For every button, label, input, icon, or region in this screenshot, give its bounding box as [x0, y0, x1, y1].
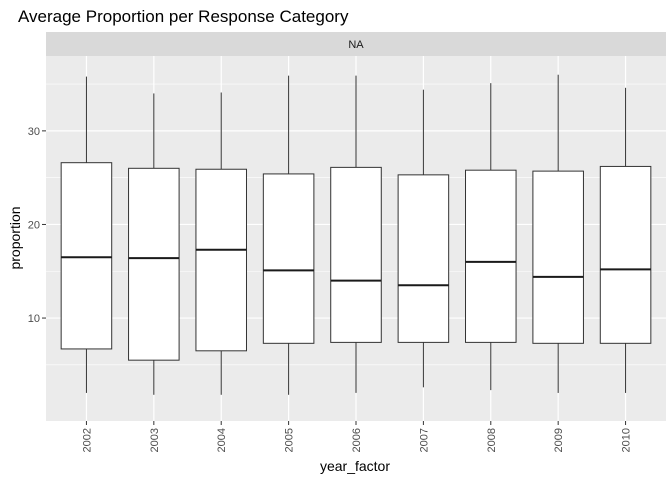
box-2007	[397, 89, 450, 388]
x-tick-label: 2010	[621, 428, 633, 452]
box-2004	[195, 92, 247, 395]
box-body	[330, 166, 382, 343]
box-2009	[532, 74, 584, 393]
box-body	[128, 167, 180, 361]
box-2010	[599, 87, 652, 393]
box-2002	[60, 76, 113, 393]
x-tick-label: 2006	[351, 428, 363, 452]
boxes	[60, 74, 652, 395]
y-tick-label: 10	[28, 313, 40, 325]
box-body	[195, 168, 247, 352]
box-body	[465, 169, 517, 343]
box-2005	[262, 75, 315, 395]
x-axis: 2002 2003 2004 2005 2006 2007 2008 2009 2010	[81, 421, 633, 452]
box-2003	[128, 93, 180, 395]
x-tick-label: 2008	[486, 428, 498, 452]
x-tick-label: 2002	[81, 428, 93, 452]
box-body	[532, 170, 584, 344]
box-body	[599, 165, 652, 344]
y-axis: 10 20 30	[28, 126, 46, 325]
facet-strip	[46, 32, 666, 56]
box-body	[60, 162, 113, 350]
box-2008	[465, 83, 517, 391]
box-body	[397, 174, 450, 343]
x-tick-label: 2004	[216, 428, 228, 452]
x-axis-title: year_factor	[320, 458, 390, 474]
box-body	[262, 173, 315, 344]
box-2006	[330, 75, 382, 393]
facet-strip-label: NA	[348, 39, 364, 51]
x-tick-label: 2003	[149, 428, 161, 452]
y-axis-title: proportion	[7, 206, 23, 269]
x-tick-label: 2005	[284, 428, 296, 452]
x-tick-label: 2007	[418, 428, 430, 452]
y-tick-label: 20	[28, 219, 40, 231]
x-tick-label: 2009	[553, 428, 565, 452]
y-tick-label: 30	[28, 126, 40, 138]
chart-title: Average Proportion per Response Category	[18, 7, 349, 26]
